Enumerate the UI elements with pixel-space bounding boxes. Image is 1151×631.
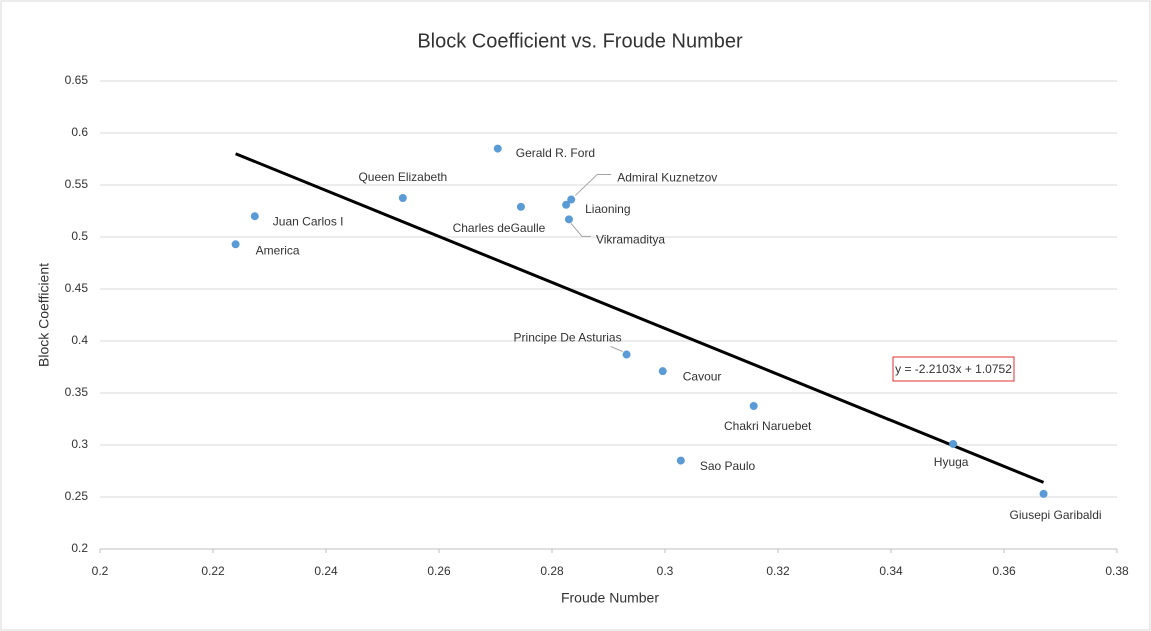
point: [562, 200, 571, 209]
point-label: America: [256, 243, 300, 257]
x-tick-label: 0.22: [201, 564, 225, 578]
x-tick-label: 0.36: [992, 564, 1016, 578]
chart-title: Block Coefficient vs. Froude Number: [417, 30, 743, 52]
point: [493, 144, 502, 153]
point: [749, 402, 758, 410]
point: [567, 195, 576, 204]
x-tick-label: 0.34: [879, 564, 903, 578]
point: [231, 240, 240, 249]
point-label: Gerald R. Ford: [516, 146, 595, 160]
y-tick-label: 0.55: [65, 177, 89, 191]
point-label: Liaoning: [585, 202, 630, 216]
point: [1039, 489, 1048, 498]
point: [250, 212, 259, 221]
y-tick-label: 0.35: [65, 385, 89, 399]
trendline: [235, 152, 1045, 484]
y-tick-label: 0.4: [71, 333, 88, 347]
point: [398, 194, 407, 202]
leader-line: [574, 174, 612, 196]
y-tick-label: 0.6: [71, 125, 88, 139]
point-label: Giusepi Garibaldi: [1010, 508, 1102, 522]
x-tick-label: 0.28: [540, 564, 564, 578]
equation-box: [892, 356, 1015, 382]
y-tick-label: 0.2: [71, 541, 88, 555]
point: [676, 456, 685, 465]
point: [949, 439, 958, 448]
x-tick-label: 0.26: [427, 564, 451, 578]
x-axis-title: Froude Number: [561, 590, 659, 606]
x-tick-label: 0.3: [657, 564, 674, 578]
point-label: Sao Paulo: [700, 459, 756, 473]
point: [658, 367, 667, 376]
point-label: Admiral Kuznetzov: [617, 171, 717, 185]
y-tick-label: 0.3: [71, 437, 88, 451]
point: [516, 202, 525, 211]
y-tick-label: 0.5: [71, 229, 88, 243]
x-tick-label: 0.2: [92, 564, 109, 578]
y-tick-label: 0.25: [65, 489, 89, 503]
leader-line: [610, 346, 623, 352]
trendline-equation: y = -2.2103x + 1.0752: [895, 362, 1012, 376]
point-label: Chakri Naruebet: [724, 419, 812, 433]
point-label: Queen Elizabeth: [358, 170, 447, 184]
point-label: Principe De Asturias: [514, 331, 622, 345]
leader-line: [570, 222, 591, 237]
point-label: Hyuga: [934, 455, 969, 469]
point: [622, 350, 631, 359]
x-tick-label: 0.32: [766, 564, 790, 578]
point-label: Juan Carlos I: [273, 214, 344, 228]
point-label: Charles deGaulle: [453, 221, 546, 235]
point-label: Cavour: [683, 369, 722, 383]
y-tick-label: 0.45: [65, 281, 89, 295]
point-label: Vikramaditya: [596, 232, 665, 246]
point: [564, 215, 573, 224]
y-tick-label: 0.65: [65, 73, 89, 87]
y-axis-title: Block Coefficient: [36, 263, 52, 367]
x-tick-label: 0.24: [314, 564, 338, 578]
x-tick-label: 0.38: [1105, 564, 1129, 578]
